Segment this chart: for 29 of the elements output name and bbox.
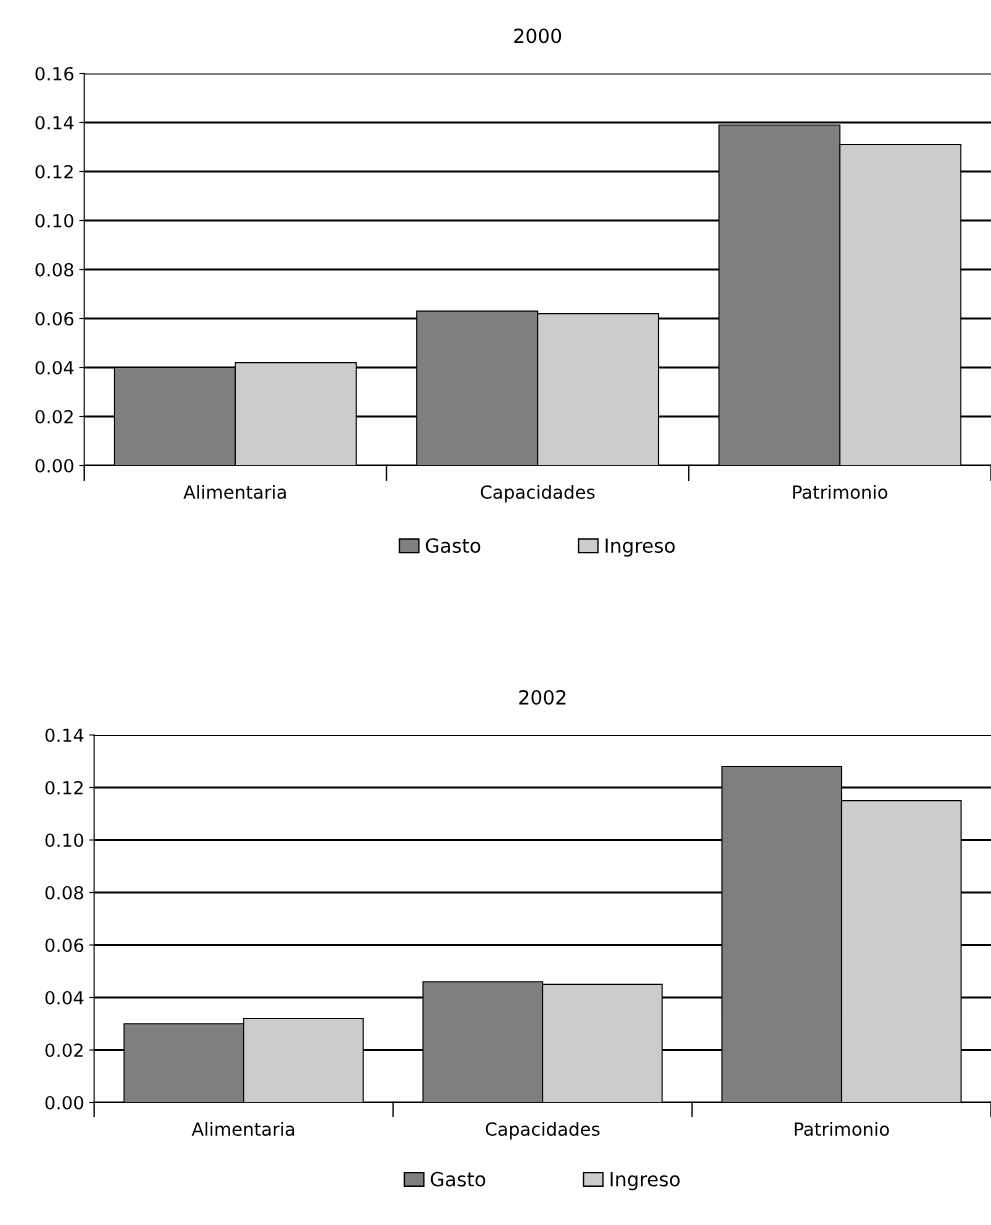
y-tick-label: 0.04 [45, 990, 84, 1005]
chart-title: 2002 [519, 690, 566, 705]
y-tick-label: 0.14 [35, 115, 74, 130]
y-tick-label: 0.10 [35, 213, 74, 228]
y-tick-label: 0.08 [45, 885, 84, 900]
y-tick-label: 0.16 [35, 66, 74, 81]
x-tick-label: Patrimonio [793, 484, 888, 499]
y-tick-label: 0.08 [35, 262, 74, 277]
x-tick-label: Alimentaria [191, 1121, 295, 1136]
y-tick-label: 0.04 [35, 360, 74, 375]
y-tick-label: 0.14 [45, 728, 84, 743]
x-tick-label: Capacidades [480, 484, 595, 503]
y-tick-label: 0.02 [35, 409, 73, 424]
y-tick-label: 0.02 [45, 1043, 83, 1058]
legend-label: Gasto [430, 1171, 486, 1187]
legend-label: Ingreso [610, 1172, 680, 1191]
y-tick-label: 0.12 [45, 780, 83, 795]
y-tick-label: 0.06 [35, 311, 74, 326]
y-tick-label: 0.00 [45, 1095, 84, 1110]
x-tick-label: Patrimonio [794, 1121, 889, 1136]
legend-label: Ingreso [605, 538, 675, 557]
y-tick-label: 0.06 [45, 938, 84, 953]
y-tick-label: 0.12 [35, 164, 73, 179]
y-tick-label: 0.10 [45, 833, 84, 848]
y-tick-label: 0.00 [35, 458, 74, 473]
x-tick-label: Capacidades [485, 1121, 600, 1140]
chart-title: 2000 [514, 28, 562, 44]
x-tick-label: Alimentaria [183, 484, 286, 499]
legend-label: Gasto [425, 538, 481, 553]
